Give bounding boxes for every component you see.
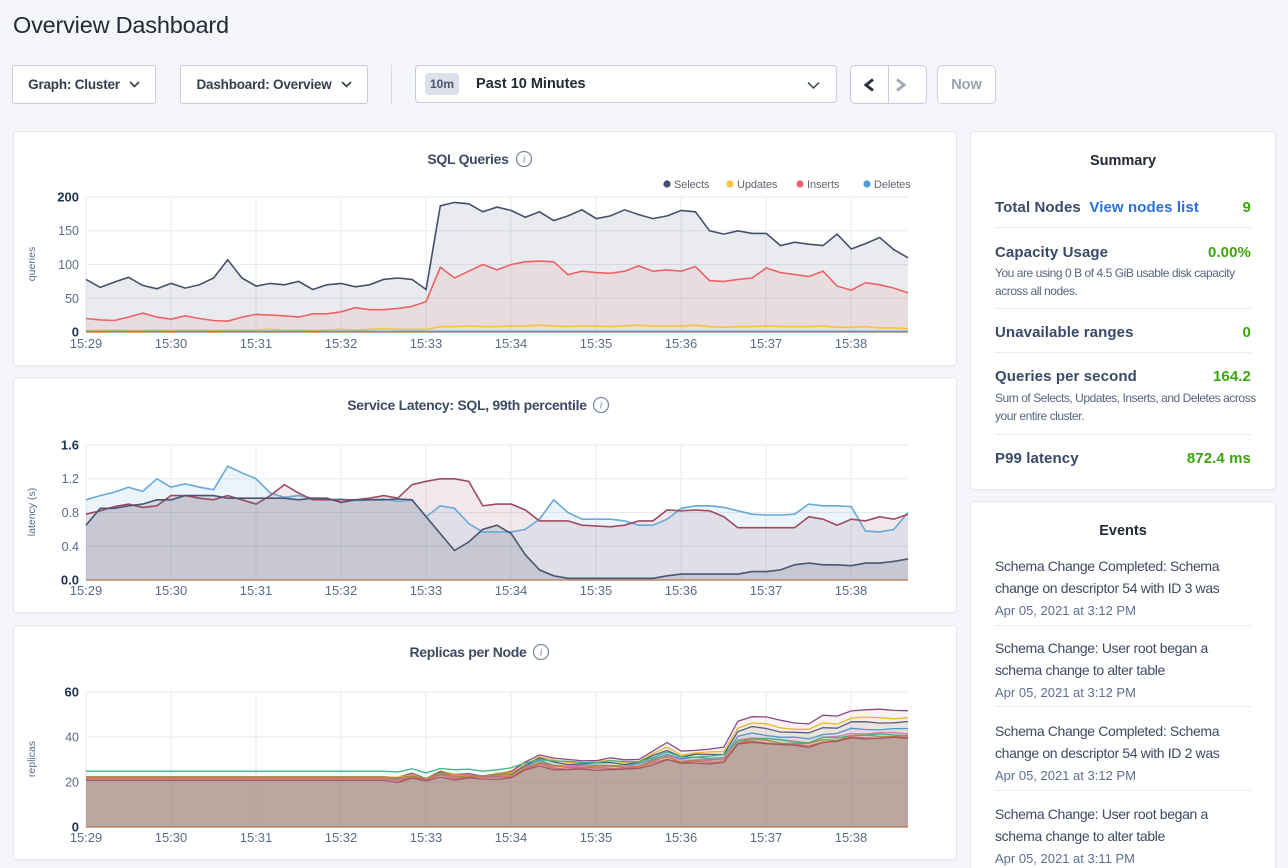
svg-text:50: 50 xyxy=(65,292,79,306)
svg-text:15:36: 15:36 xyxy=(665,583,698,598)
svg-text:15:31: 15:31 xyxy=(240,336,273,351)
svg-text:15:33: 15:33 xyxy=(410,830,443,845)
svg-text:SQL Queries: SQL Queries xyxy=(427,151,509,167)
svg-text:15:37: 15:37 xyxy=(750,583,783,598)
svg-text:15:38: 15:38 xyxy=(835,830,868,845)
svg-text:15:37: 15:37 xyxy=(750,336,783,351)
svg-text:Service Latency: SQL, 99th per: Service Latency: SQL, 99th percentile xyxy=(347,397,587,413)
svg-text:15:38: 15:38 xyxy=(835,336,868,351)
svg-text:60: 60 xyxy=(65,685,79,700)
svg-text:Replicas per Node: Replicas per Node xyxy=(409,644,527,660)
svg-text:15:32: 15:32 xyxy=(325,336,358,351)
svg-text:i: i xyxy=(599,400,602,412)
svg-text:15:35: 15:35 xyxy=(580,830,613,845)
svg-text:queries: queries xyxy=(26,247,38,281)
svg-text:Deletes: Deletes xyxy=(874,179,911,191)
svg-text:15:29: 15:29 xyxy=(70,336,103,351)
svg-text:15:37: 15:37 xyxy=(750,830,783,845)
svg-text:1.6: 1.6 xyxy=(61,438,79,453)
svg-text:0: 0 xyxy=(72,325,79,340)
svg-text:15:35: 15:35 xyxy=(580,583,613,598)
svg-text:200: 200 xyxy=(57,190,79,205)
svg-text:0: 0 xyxy=(72,820,79,835)
svg-text:Updates: Updates xyxy=(737,179,778,191)
svg-text:i: i xyxy=(539,647,542,659)
svg-text:Inserts: Inserts xyxy=(807,179,840,191)
svg-text:40: 40 xyxy=(65,731,79,745)
svg-text:15:32: 15:32 xyxy=(325,583,358,598)
svg-text:15:33: 15:33 xyxy=(410,583,443,598)
svg-text:15:32: 15:32 xyxy=(325,830,358,845)
svg-text:15:38: 15:38 xyxy=(835,583,868,598)
svg-text:15:30: 15:30 xyxy=(155,830,188,845)
svg-text:15:31: 15:31 xyxy=(240,830,273,845)
svg-text:15:36: 15:36 xyxy=(665,830,698,845)
svg-text:15:35: 15:35 xyxy=(580,336,613,351)
svg-text:15:34: 15:34 xyxy=(495,336,528,351)
svg-text:0.0: 0.0 xyxy=(61,573,79,588)
svg-text:i: i xyxy=(522,154,525,166)
svg-text:0.8: 0.8 xyxy=(62,506,79,520)
svg-text:1.2: 1.2 xyxy=(62,472,79,486)
svg-text:15:34: 15:34 xyxy=(495,830,528,845)
svg-text:15:31: 15:31 xyxy=(240,583,273,598)
svg-text:15:29: 15:29 xyxy=(70,583,103,598)
svg-text:15:36: 15:36 xyxy=(665,336,698,351)
svg-text:15:30: 15:30 xyxy=(155,336,188,351)
svg-text:0.4: 0.4 xyxy=(62,540,79,554)
svg-text:replicas: replicas xyxy=(26,741,38,777)
svg-text:100: 100 xyxy=(58,258,79,272)
svg-text:20: 20 xyxy=(65,776,79,790)
svg-text:15:30: 15:30 xyxy=(155,583,188,598)
svg-text:15:33: 15:33 xyxy=(410,336,443,351)
svg-text:15:34: 15:34 xyxy=(495,583,528,598)
svg-text:150: 150 xyxy=(58,224,79,238)
svg-text:Selects: Selects xyxy=(674,179,710,191)
svg-text:15:29: 15:29 xyxy=(70,830,103,845)
svg-text:latency (s): latency (s) xyxy=(26,488,38,536)
